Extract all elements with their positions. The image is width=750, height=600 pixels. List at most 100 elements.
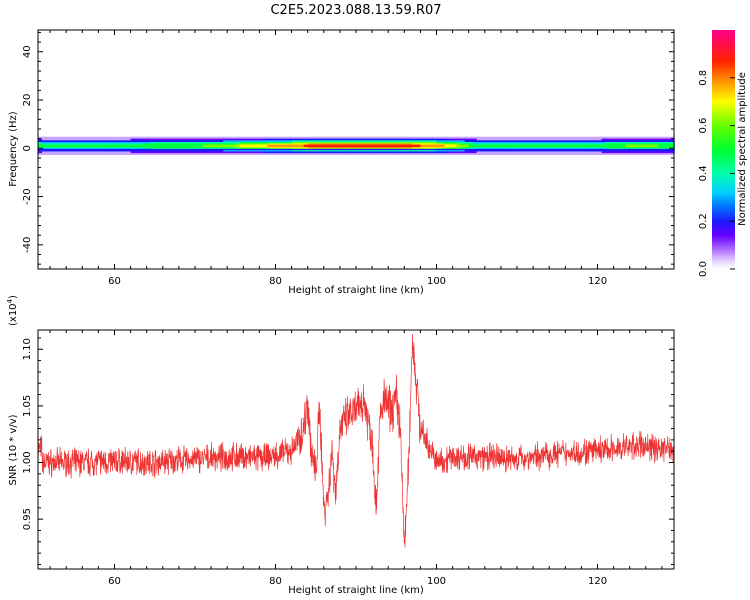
colorbar-tick-label: 0.8 xyxy=(698,70,709,86)
y-tick-label: 20 xyxy=(22,94,33,107)
spectrogram-cell xyxy=(436,144,442,148)
spectrogram-cell xyxy=(186,144,192,148)
spectrogram-cell xyxy=(573,144,578,148)
spectrogram-cell xyxy=(637,144,643,148)
spectrogram-cell xyxy=(231,144,236,148)
spectrogram-cell xyxy=(239,144,244,148)
spectrogram-cell xyxy=(311,144,317,148)
spectrogram-cell xyxy=(211,144,216,148)
colorbar-ticks: 0.0 0.2 0.4 0.6 0.8 xyxy=(698,70,735,277)
spectrogram-cell xyxy=(114,144,120,148)
spectrogram-cell xyxy=(424,144,430,148)
spectrogram-cell xyxy=(488,144,494,148)
spectrogram-cell xyxy=(577,144,583,148)
snr-multiplier: (x104) xyxy=(6,295,19,326)
spectrogram-cell xyxy=(90,144,95,148)
spectrogram-cell xyxy=(158,144,164,148)
spectrogram-cell xyxy=(182,144,188,148)
spectrogram-cell xyxy=(219,144,224,148)
spectrogram-cell xyxy=(553,144,558,148)
colorbar-tick-label: 0.6 xyxy=(698,118,709,134)
spectrogram-cell xyxy=(452,144,458,148)
spectrogram-cell xyxy=(597,144,603,148)
spectrogram-cell xyxy=(416,144,422,148)
spectrogram-cell xyxy=(661,144,667,148)
spectrogram-cell xyxy=(66,144,71,148)
spectrogram-cell xyxy=(593,144,599,148)
spectrogram-cell xyxy=(649,144,655,148)
spectrogram-cell xyxy=(504,144,510,148)
spectrogram-cell xyxy=(150,144,156,148)
spectrogram-cell xyxy=(368,144,373,148)
spectrogram-cell xyxy=(388,144,393,148)
spectrogram-cell xyxy=(621,144,627,148)
spectrogram-band xyxy=(38,136,675,156)
x-tick-label: 100 xyxy=(427,576,446,587)
spectrogram-cell xyxy=(581,144,587,148)
spectrogram-cell xyxy=(492,144,498,148)
spectrogram-cell xyxy=(94,144,99,148)
spectrogram-cell xyxy=(178,144,184,148)
spectrogram-cell xyxy=(669,144,675,148)
spectrogram-cell xyxy=(500,144,506,148)
spectrogram-cell xyxy=(331,144,337,148)
colorbar-tick-label: 0.0 xyxy=(698,261,709,277)
spectrogram-panel: 60 80 100 120 40 20 0 -20 -40 Height of straight… xyxy=(8,29,675,296)
spectrogram-cell xyxy=(327,144,333,148)
spectrogram-cell xyxy=(372,144,377,148)
spectrogram-cell xyxy=(380,144,385,148)
spectrogram-cell xyxy=(512,144,518,148)
spectrogram-cell xyxy=(227,144,232,148)
snr-panel: 60 80 100 120 0.95 1.00 1.05 1.10 Height of str… xyxy=(6,295,675,596)
spectrogram-ylabel: Frequency (Hz) xyxy=(8,111,19,187)
spectrogram-cell xyxy=(408,144,413,148)
spectrogram-cell xyxy=(392,144,397,148)
spectrogram-cell xyxy=(561,144,566,148)
spectrogram-cell xyxy=(54,144,59,148)
spectrogram-cell xyxy=(404,144,409,148)
spectrogram-cell xyxy=(70,144,75,148)
y-tick-label: 1.10 xyxy=(22,338,33,360)
spectrogram-cell xyxy=(142,144,148,148)
spectrogram-cell xyxy=(170,144,176,148)
spectrogram-cell xyxy=(307,144,313,148)
x-tick-label: 120 xyxy=(588,276,607,287)
spectrogram-cell xyxy=(122,144,128,148)
spectrogram-cell xyxy=(275,144,281,148)
spectrogram-cell xyxy=(58,144,63,148)
spectrogram-cell xyxy=(154,144,160,148)
spectrogram-cell xyxy=(625,144,631,148)
colorbar: 0.0 0.2 0.4 0.6 0.8 Normalized spectral ampl… xyxy=(698,30,748,277)
spectrogram-cell xyxy=(130,144,136,148)
spectrogram-cell xyxy=(412,144,417,148)
spectrogram-cell xyxy=(38,144,43,148)
spectrogram-cell xyxy=(295,144,301,148)
snr-line-layer xyxy=(37,334,675,548)
spectrogram-cell xyxy=(613,144,619,148)
spectrogram-cell xyxy=(86,144,91,148)
spectrogram-cell xyxy=(106,144,112,148)
spectrogram-cell xyxy=(645,144,651,148)
spectrogram-cell xyxy=(376,144,381,148)
spectrogram-cell xyxy=(259,144,265,148)
spectrogram-cell xyxy=(335,144,341,148)
y-tick-label: -20 xyxy=(22,188,33,204)
spectrogram-cell xyxy=(243,144,248,148)
spectrogram-cell xyxy=(174,144,180,148)
spectrogram-cell xyxy=(207,144,212,148)
spectrogram-cell xyxy=(472,144,478,148)
spectrogram-cell xyxy=(420,144,426,148)
colorbar-tick-label: 0.4 xyxy=(698,165,709,181)
spectrogram-cell xyxy=(356,144,361,148)
spectrogram-cell xyxy=(605,144,611,148)
spectrogram-cell xyxy=(601,144,607,148)
spectrogram-cell xyxy=(396,144,401,148)
spectrogram-cell xyxy=(74,144,79,148)
spectrogram-cell xyxy=(267,144,273,148)
y-tick-label: -40 xyxy=(22,237,33,253)
spectrogram-cell xyxy=(609,144,615,148)
x-tick-label: 60 xyxy=(108,576,121,587)
spectrogram-cell xyxy=(82,144,87,148)
spectrogram-cell xyxy=(480,144,486,148)
